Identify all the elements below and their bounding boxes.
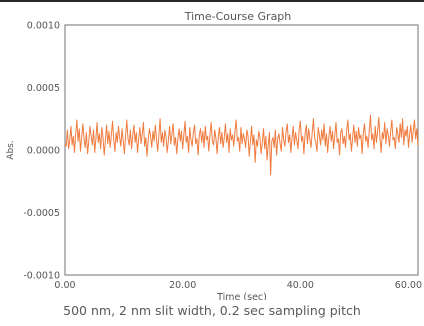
y-tick-labels: 0.0010 0.0005 0.0000 -0.0005 -0.0010	[23, 21, 60, 282]
y-tick-label: 0.0005	[27, 83, 60, 94]
y-tick-label: 0.0000	[27, 146, 60, 157]
top-rule	[0, 0, 424, 2]
series-layer	[64, 114, 419, 176]
absorbance-series-line	[64, 114, 419, 176]
chart-title: Time-Course Graph	[184, 10, 292, 23]
y-tick-label: 0.0010	[27, 21, 60, 32]
time-course-chart: Time-Course Graph Abs. Time (sec) 0.0010…	[6, 10, 422, 300]
x-tick-labels: 0.00 20.00 40.00 60.00	[54, 280, 422, 291]
x-tick-label: 20.00	[169, 280, 196, 291]
x-axis-label: Time (sec)	[216, 292, 267, 300]
plot-frame	[64, 24, 419, 276]
y-axis-label: Abs.	[6, 140, 16, 159]
x-tick-label: 40.00	[287, 280, 314, 291]
y-tick-label: -0.0010	[23, 271, 60, 282]
x-tick-label: 0.00	[54, 280, 75, 291]
chart-caption: 500 nm, 2 nm slit width, 0.2 sec samplin…	[63, 303, 361, 318]
y-tick-label: -0.0005	[23, 208, 60, 219]
x-tick-label: 60.00	[395, 280, 422, 291]
